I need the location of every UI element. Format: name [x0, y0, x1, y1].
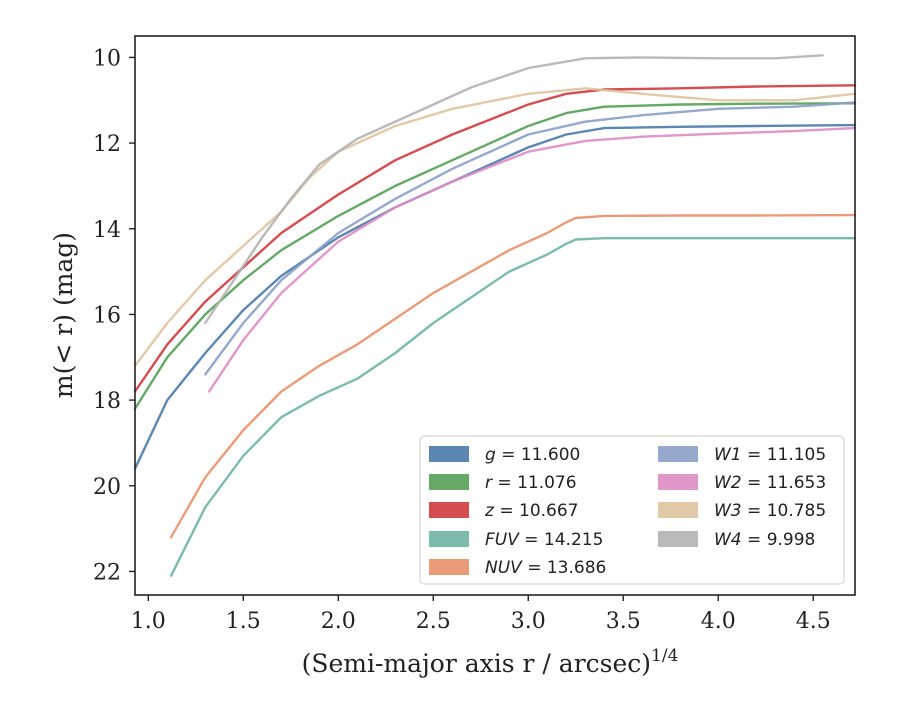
legend-swatch — [658, 502, 698, 518]
legend-swatch — [658, 531, 698, 547]
x-tick-label: 3.5 — [606, 609, 641, 634]
legend-swatch — [658, 474, 698, 490]
legend-label: z = 10.667 — [484, 501, 578, 521]
legend-label-value: 11.653 — [767, 473, 826, 493]
legend-label-equals: = — [496, 445, 521, 465]
legend-label-equals: = — [522, 558, 547, 578]
legend-label-equals: = — [492, 473, 517, 493]
legend-label: g = 11.600 — [485, 445, 580, 465]
plot-frame — [134, 35, 856, 596]
legend-box — [419, 435, 845, 585]
x-axis-title: (Semi-major axis r / arcsec)1/4 — [302, 646, 679, 678]
x-tick-label: 2.0 — [321, 609, 356, 634]
legend-label-value: 11.105 — [767, 445, 826, 465]
x-tick-label: 2.5 — [416, 609, 451, 634]
series-line-1 — [133, 102, 857, 410]
legend-label-variable: W1 — [714, 445, 742, 465]
x-ticks: 1.0 1.5 2.0 2.5 3.0 3.5 4.0 4.5 — [131, 595, 831, 634]
y-axis-title: m(< r) (mag) — [49, 232, 78, 398]
series-layer — [133, 54, 857, 577]
legend-label-equals: = — [742, 473, 767, 493]
y-tick-label: 20 — [93, 475, 121, 500]
legend-swatch — [658, 446, 698, 462]
x-tick-label: 1.5 — [226, 609, 261, 634]
legend-swatch — [429, 559, 469, 575]
legend-label-variable: r — [485, 473, 493, 493]
legend: g = 11.600 r = 11.076 z = 10.667 FUV = 14.2… — [419, 435, 845, 585]
legend-label: W1 = 11.105 — [714, 445, 826, 465]
y-tick-label: 16 — [93, 303, 121, 328]
y-ticks: 10 12 14 16 18 20 22 — [93, 46, 135, 585]
x-tick-label: 4.0 — [701, 609, 736, 634]
legend-label: W3 = 10.785 — [714, 501, 826, 521]
series-line-7 — [133, 87, 857, 367]
legend-label-value: 13.686 — [547, 558, 606, 578]
series-line-2 — [133, 84, 857, 393]
legend-label-variable: z — [484, 501, 495, 521]
legend-swatch — [429, 502, 469, 518]
legend-label: W4 = 9.998 — [714, 530, 815, 550]
legend-label: FUV = 14.215 — [485, 530, 603, 550]
legend-label-variable: W4 — [714, 530, 742, 550]
x-axis-title-text: (Semi-major axis r / arcsec) — [302, 649, 651, 678]
legend-label-variable: W2 — [714, 473, 742, 493]
legend-label-equals: = — [742, 530, 767, 550]
legend-swatch — [429, 531, 469, 547]
x-tick-label: 4.5 — [796, 609, 831, 634]
x-axis-title-exponent: 1/4 — [651, 646, 678, 666]
legend-swatch — [429, 474, 469, 490]
legend-label-value: 10.667 — [519, 501, 578, 521]
legend-label-variable: W3 — [714, 501, 742, 521]
legend-label: W2 = 11.653 — [714, 473, 826, 493]
series-line-5 — [204, 101, 857, 376]
legend-label-variable: FUV — [485, 530, 520, 550]
legend-label-value: 10.785 — [767, 501, 826, 521]
legend-label-variable: NUV — [485, 558, 523, 578]
legend-label-value: 11.076 — [517, 473, 576, 493]
y-tick-label: 22 — [93, 560, 121, 585]
legend-label-equals: = — [494, 501, 519, 521]
legend-label: NUV = 13.686 — [485, 558, 606, 578]
x-tick-label: 1.0 — [131, 609, 166, 634]
legend-label-equals: = — [742, 445, 767, 465]
y-tick-label: 10 — [93, 46, 121, 71]
series-line-3 — [169, 236, 857, 577]
series-line-4 — [169, 213, 857, 539]
legend-label: r = 11.076 — [485, 473, 577, 493]
legend-label-equals: = — [742, 501, 767, 521]
legend-swatch — [429, 446, 469, 462]
y-tick-label: 14 — [93, 218, 121, 243]
y-tick-label: 12 — [93, 132, 121, 157]
legend-label-equals: = — [519, 530, 544, 550]
series-line-6 — [207, 126, 857, 393]
legend-label-value: 9.998 — [767, 530, 816, 550]
x-tick-label: 3.0 — [511, 609, 546, 634]
legend-label-value: 14.215 — [544, 530, 603, 550]
legend-label-variable: g — [485, 445, 496, 465]
legend-label-value: 11.600 — [521, 445, 580, 465]
y-tick-label: 18 — [93, 389, 121, 414]
series-line-8 — [204, 54, 824, 325]
